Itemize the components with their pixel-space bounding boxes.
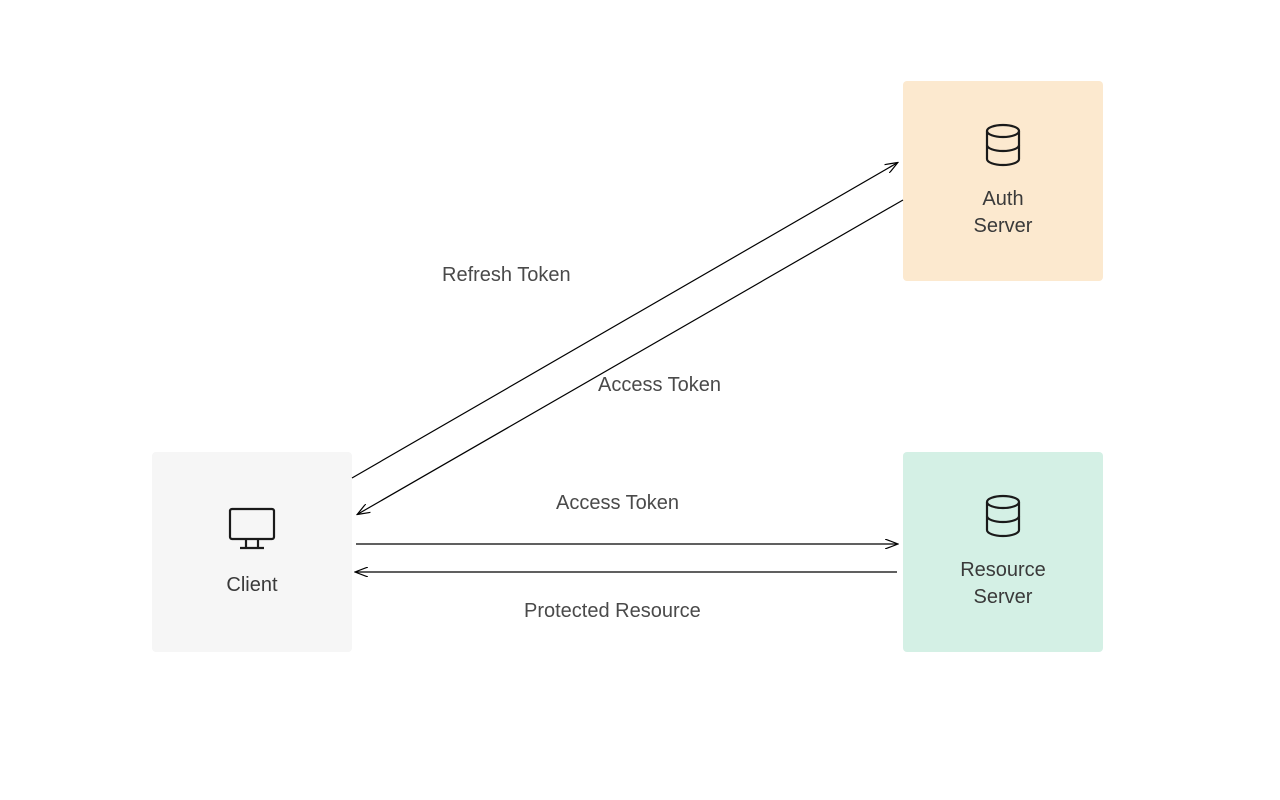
node-resource-server: Resource Server <box>903 452 1103 652</box>
node-client: Client <box>152 452 352 652</box>
node-resource-label: Resource Server <box>960 557 1046 611</box>
edge-label-access-token-auth: Access Token <box>598 374 721 397</box>
database-icon <box>983 123 1023 172</box>
edge-refresh-token <box>352 163 897 478</box>
node-client-label: Client <box>226 572 277 599</box>
edge-label-refresh-token: Refresh Token <box>442 264 571 287</box>
database-icon <box>983 494 1023 543</box>
node-auth-server: Auth Server <box>903 81 1103 281</box>
edge-label-access-token-resource: Access Token <box>556 492 679 515</box>
edge-label-protected-resource: Protected Resource <box>524 600 701 623</box>
monitor-icon <box>226 505 278 558</box>
edge-access-token-auth <box>358 200 903 514</box>
node-auth-label: Auth Server <box>974 186 1033 240</box>
